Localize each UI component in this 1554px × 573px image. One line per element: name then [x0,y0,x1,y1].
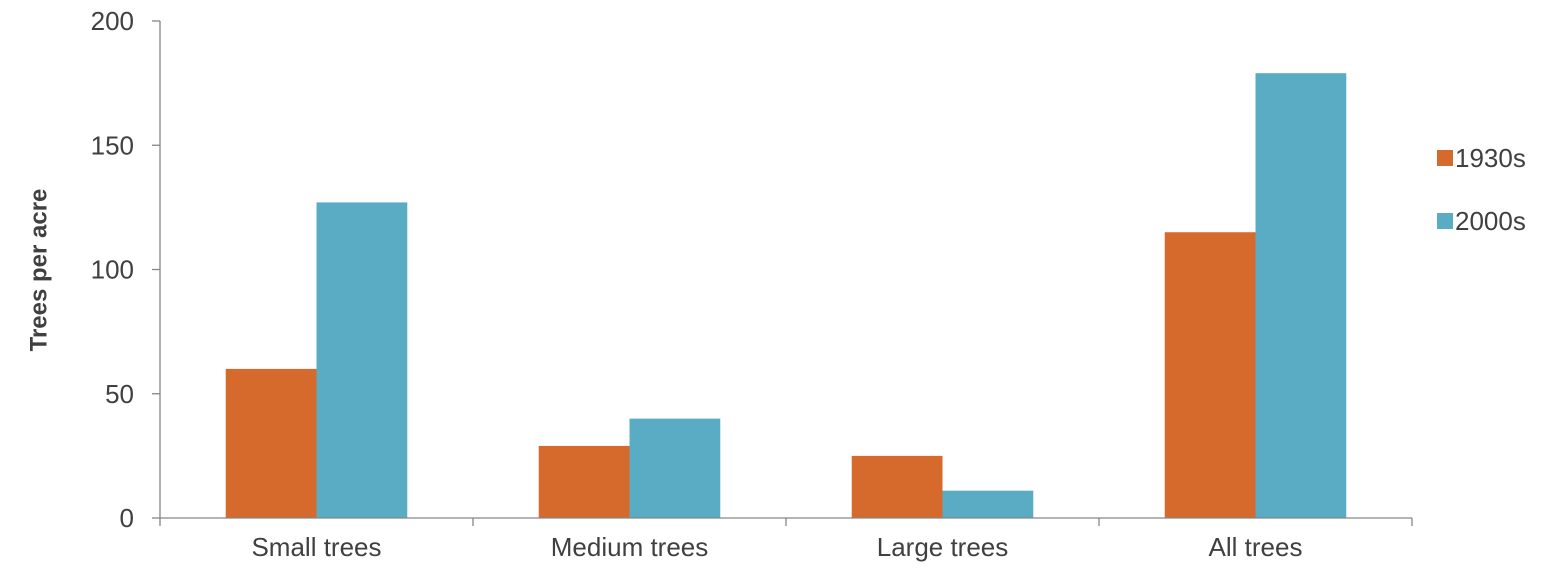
y-axis-title: Trees per acre [25,189,52,352]
x-tick-label: All trees [1209,532,1303,562]
y-axis: 0 50 100 150 200 [91,6,161,533]
legend: 1930s 2000s [1437,143,1526,236]
y-tick-label: 50 [105,379,134,409]
bars [225,73,1347,518]
y-tick-label: 0 [120,503,134,533]
bar-2000s-small-trees [316,202,408,518]
legend-swatch [1437,150,1453,166]
x-tick-label: Small trees [251,532,381,562]
bar-1930s-small-trees [225,368,317,518]
bar-1930s-medium-trees [538,445,630,518]
legend-label: 2000s [1455,206,1526,236]
bar-1930s-all-trees [1164,232,1256,518]
y-tick-label: 150 [91,130,134,160]
x-axis: Small trees Medium trees Large trees All tr… [159,517,1413,562]
legend-swatch [1437,213,1453,229]
y-tick-label: 100 [91,255,134,285]
x-tick-label: Large trees [877,532,1009,562]
bar-2000s-large-trees [942,490,1034,518]
y-tick-label: 200 [91,6,134,36]
legend-label: 1930s [1455,143,1526,173]
bar-2000s-medium-trees [629,418,721,518]
bar-1930s-large-trees [851,455,943,518]
bar-2000s-all-trees [1255,73,1347,518]
x-tick-label: Medium trees [551,532,709,562]
